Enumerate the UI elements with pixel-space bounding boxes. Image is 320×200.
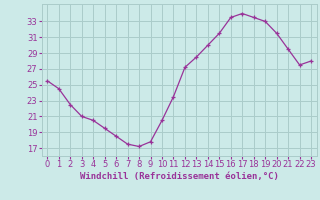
X-axis label: Windchill (Refroidissement éolien,°C): Windchill (Refroidissement éolien,°C) (80, 172, 279, 181)
